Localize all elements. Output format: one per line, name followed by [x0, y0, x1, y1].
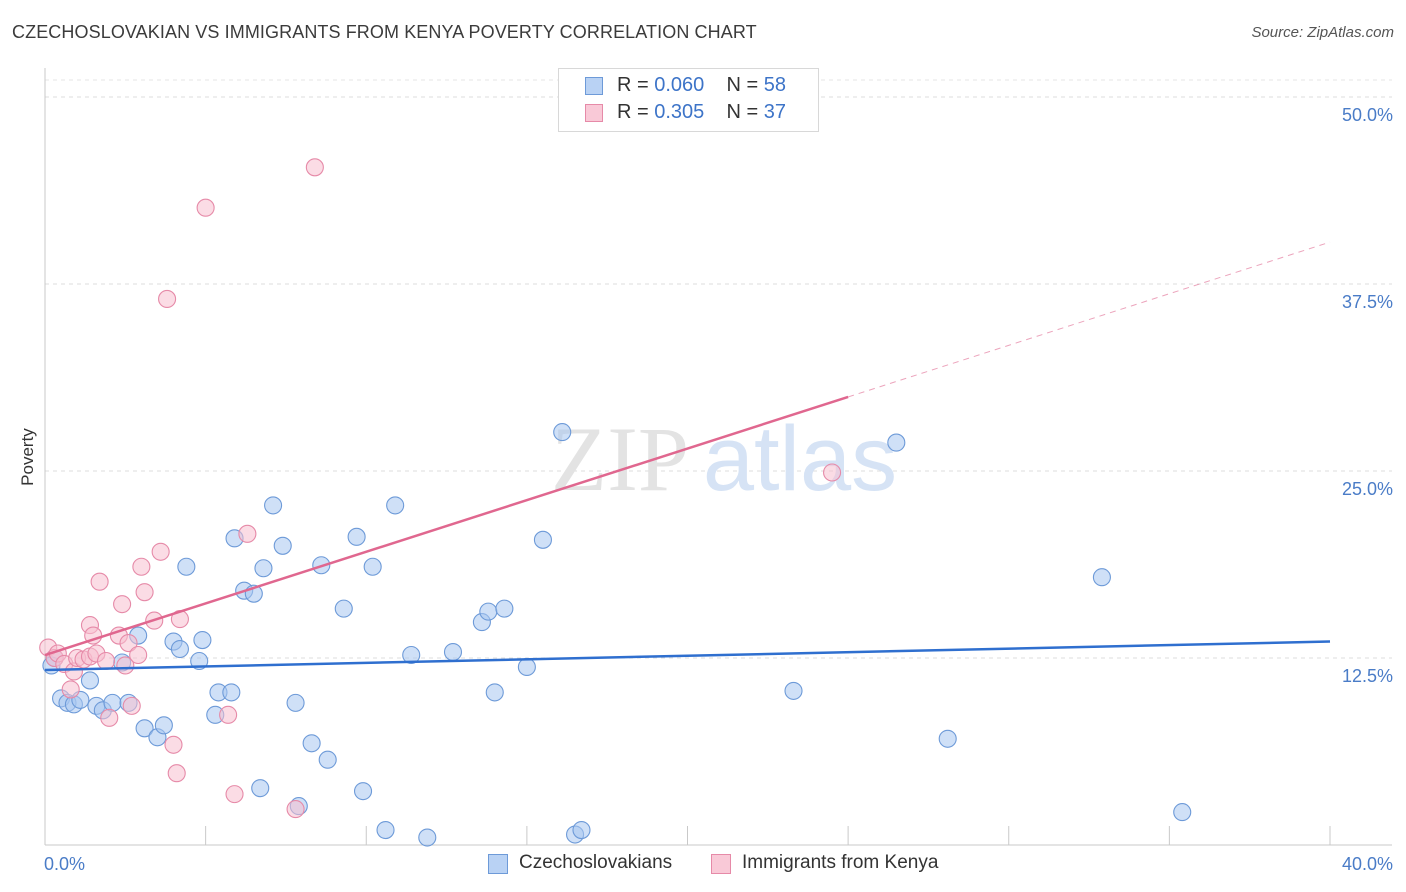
- point-czechoslovakian: [485, 683, 504, 702]
- axes: [44, 68, 1392, 846]
- trend-line-czechoslovakian: [44, 640, 1331, 672]
- y-tick-label: 25.0%: [1342, 479, 1393, 499]
- point-czechoslovakian: [1173, 803, 1192, 822]
- point-czechoslovakian: [177, 557, 196, 576]
- watermark: ZIP atlas: [551, 408, 897, 510]
- point-czechoslovakian: [495, 599, 514, 618]
- trend-lines: [44, 241, 1331, 672]
- point-kenya: [151, 542, 170, 561]
- point-czechoslovakian: [254, 559, 273, 578]
- point-czechoslovakian: [286, 693, 305, 712]
- point-czechoslovakian: [443, 642, 463, 662]
- point-kenya: [116, 656, 135, 675]
- point-kenya: [122, 696, 141, 715]
- watermark-atlas: atlas: [703, 408, 897, 510]
- y-tick-label: 37.5%: [1342, 292, 1393, 312]
- grid: [45, 79, 1392, 659]
- point-kenya: [61, 680, 80, 699]
- series-swatch-pink: [711, 854, 731, 874]
- point-czechoslovakian: [347, 527, 366, 546]
- x-tick-labels: 0.0% 40.0%: [44, 854, 1393, 874]
- point-czechoslovakian: [154, 716, 173, 735]
- point-czechoslovakian: [193, 630, 212, 650]
- source-label: Source: ZipAtlas.com: [1251, 24, 1394, 41]
- y-axis-label: Poverty: [18, 428, 37, 486]
- legend-n-value: 58: [763, 74, 787, 96]
- legend-r-label: R =: [617, 74, 649, 96]
- point-kenya: [167, 764, 186, 783]
- legend-swatch-blue: [585, 77, 603, 95]
- point-kenya: [823, 463, 842, 482]
- point-czechoslovakian: [376, 820, 395, 840]
- point-czechoslovakian: [353, 782, 373, 801]
- series-label: Czechoslovakians: [519, 852, 673, 873]
- point-kenya: [96, 651, 116, 671]
- point-czechoslovakian: [402, 645, 421, 665]
- trend-line-kenya-extension: [847, 241, 1331, 398]
- trend-line-kenya: [44, 395, 849, 657]
- point-czechoslovakian: [135, 719, 154, 738]
- point-kenya: [286, 800, 305, 819]
- point-czechoslovakian: [418, 828, 437, 847]
- point-czechoslovakian: [222, 683, 241, 702]
- point-czechoslovakian: [517, 657, 536, 677]
- point-kenya: [225, 785, 244, 804]
- legend-r-value: 0.060: [654, 74, 705, 96]
- legend-n-label: N =: [726, 101, 759, 123]
- point-kenya: [132, 557, 151, 576]
- legend-n-value: 37: [763, 101, 787, 123]
- point-kenya: [164, 735, 183, 754]
- point-kenya: [90, 572, 109, 591]
- x-tick-label: 0.0%: [44, 854, 85, 874]
- point-kenya: [158, 289, 177, 309]
- point-czechoslovakian: [784, 681, 803, 700]
- watermark-zip: ZIP: [551, 408, 689, 510]
- point-czechoslovakian: [363, 557, 382, 576]
- point-kenya: [119, 633, 138, 653]
- point-czechoslovakian: [170, 639, 189, 659]
- legend-r-label: R =: [617, 101, 649, 123]
- series-label: Immigrants from Kenya: [742, 852, 939, 873]
- point-kenya: [196, 198, 215, 217]
- point-kenya: [305, 158, 324, 177]
- point-czechoslovakian: [318, 750, 337, 769]
- point-czechoslovakian: [887, 433, 906, 452]
- point-czechoslovakian: [572, 820, 591, 840]
- point-kenya: [113, 595, 132, 614]
- point-czechoslovakian: [273, 536, 292, 555]
- point-czechoslovakian: [533, 530, 552, 549]
- point-kenya: [219, 705, 238, 724]
- point-czechoslovakian: [80, 671, 100, 690]
- x-tick-label: 40.0%: [1342, 854, 1393, 874]
- point-kenya: [100, 708, 119, 727]
- legend-n-label: N =: [726, 74, 759, 96]
- point-czechoslovakian: [334, 599, 353, 618]
- point-kenya: [135, 583, 154, 602]
- point-czechoslovakian: [251, 779, 270, 798]
- point-czechoslovakian: [264, 496, 283, 515]
- correlation-legend: R = 0.060 N = 58 R = 0.305 N = 37: [558, 68, 819, 132]
- point-czechoslovakian: [479, 602, 498, 621]
- series-swatch-blue: [488, 854, 508, 874]
- point-czechoslovakian: [386, 496, 405, 515]
- y-tick-label: 50.0%: [1342, 105, 1393, 125]
- legend-swatch-pink: [585, 104, 603, 122]
- point-kenya: [238, 524, 257, 543]
- point-czechoslovakian: [302, 734, 321, 753]
- point-czechoslovakian: [553, 423, 572, 442]
- legend-r-value: 0.305: [654, 101, 705, 123]
- y-tick-label: 12.5%: [1342, 666, 1393, 686]
- point-czechoslovakian: [103, 693, 122, 712]
- point-kenya: [129, 645, 148, 665]
- point-czechoslovakian: [938, 729, 957, 748]
- chart-title: CZECHOSLOVAKIAN VS IMMIGRANTS FROM KENYA…: [12, 22, 757, 42]
- y-tick-labels: 12.5% 25.0% 37.5% 50.0%: [1342, 105, 1393, 686]
- point-czechoslovakian: [1092, 568, 1111, 587]
